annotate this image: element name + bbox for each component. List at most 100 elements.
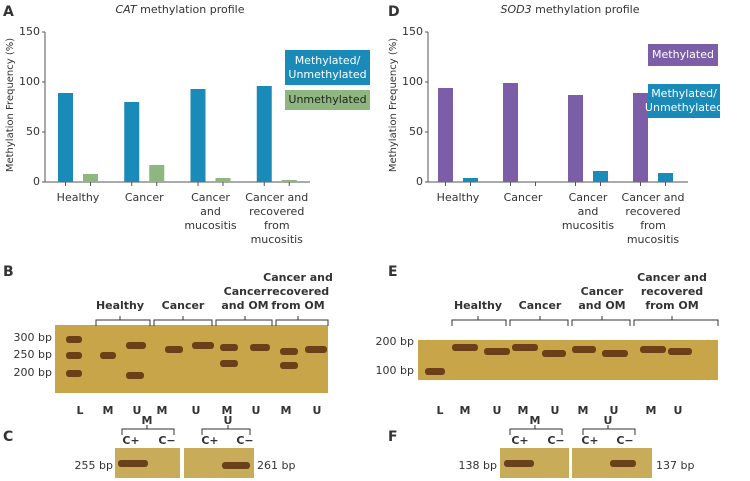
y-axis-label: Methylation Frequency (%): [5, 38, 16, 172]
y-tick-label: 100: [19, 75, 40, 88]
x-tick-label: recovered: [249, 205, 304, 218]
x-tick-label: and: [578, 205, 599, 218]
bracket: [153, 316, 213, 326]
x-tick-label: recovered: [625, 205, 680, 218]
gel-band: [220, 344, 238, 351]
x-tick-label: Healthy: [437, 191, 480, 204]
title-gene: SOD3: [501, 3, 532, 16]
gel-band: [66, 370, 82, 377]
lane-label: M: [518, 404, 529, 417]
group-label: M: [142, 414, 153, 427]
bracket: [633, 316, 719, 326]
lane-label: M: [103, 404, 114, 417]
gel-band: [126, 342, 146, 349]
size-label: 250 bp: [14, 348, 52, 361]
lane-label: C+: [201, 434, 218, 447]
x-tick-label: from: [640, 219, 666, 232]
lane-label: U: [192, 404, 201, 417]
gel-band: [118, 460, 148, 467]
lane-label: M: [281, 404, 292, 417]
x-tick-label: Cancer and: [622, 191, 685, 204]
bracket: [582, 425, 636, 435]
lane-label: U: [493, 404, 502, 417]
bar: [83, 174, 98, 182]
gel-band: [250, 344, 270, 351]
group-label: from OM: [271, 299, 324, 312]
panel-label: A: [3, 4, 14, 20]
title-text: methylation profile: [535, 3, 640, 16]
size-label: 100 bp: [376, 364, 414, 377]
lane-label: M: [222, 404, 233, 417]
bracket: [95, 316, 151, 326]
group-label: U: [604, 414, 613, 427]
gel-band: [222, 462, 250, 469]
bar: [503, 83, 518, 182]
bar: [568, 95, 583, 182]
panel-label: E: [388, 264, 398, 280]
bar: [215, 178, 231, 182]
gel-band: [512, 344, 538, 351]
gel-band: [484, 348, 510, 355]
lane-label: M: [460, 404, 471, 417]
lane-label: C−: [616, 434, 633, 447]
bracket: [275, 316, 329, 326]
lane-label: U: [133, 404, 142, 417]
chart-title: SOD3 methylation profile: [501, 3, 640, 16]
bar: [438, 88, 453, 182]
x-tick-label: mucositis: [627, 233, 680, 246]
lane-label: M: [578, 404, 589, 417]
size-label: 137 bp: [656, 459, 694, 472]
gel-band: [280, 362, 298, 369]
gel-band: [504, 460, 534, 467]
size-label: 200 bp: [14, 366, 52, 379]
size-label: 261 bp: [257, 459, 295, 472]
lane-label: U: [313, 404, 322, 417]
bar: [124, 102, 140, 182]
group-label: M: [530, 414, 541, 427]
chart-title: CAT methylation profile: [115, 3, 244, 16]
size-label: 138 bp: [459, 459, 497, 472]
lane-label: M: [646, 404, 657, 417]
y-tick-label: 50: [26, 125, 40, 138]
bar: [58, 93, 73, 182]
group-label: Healthy: [454, 299, 502, 312]
group-label: and OM: [221, 299, 268, 312]
x-tick-label: Cancer: [125, 191, 164, 204]
gel-band: [165, 346, 183, 353]
lane-label: C+: [122, 434, 139, 447]
lane-label: C+: [581, 434, 598, 447]
bracket: [121, 425, 175, 435]
group-label: U: [224, 414, 233, 427]
lane-label: C−: [236, 434, 253, 447]
y-tick-label: 50: [409, 125, 423, 138]
lane-label: U: [674, 404, 683, 417]
bracket: [509, 316, 569, 326]
x-tick-label: Cancer: [569, 191, 608, 204]
x-tick-label: Cancer and: [245, 191, 308, 204]
gel-band: [572, 346, 596, 353]
size-label: 200 bp: [376, 335, 414, 348]
gel-band: [100, 352, 116, 359]
group-label: Cancer: [224, 285, 267, 298]
bar: [463, 178, 478, 182]
group-label: Cancer: [581, 285, 624, 298]
gel-band: [192, 342, 214, 349]
title-text: methylation profile: [140, 3, 245, 16]
bar: [658, 173, 673, 182]
gel-band: [280, 348, 298, 355]
bar: [281, 180, 297, 182]
group-label: and OM: [578, 299, 625, 312]
legend-entry: Methylated: [648, 44, 718, 66]
group-label: Cancer: [519, 299, 562, 312]
bracket: [215, 316, 273, 326]
lane-label: C+: [511, 434, 528, 447]
bar: [190, 89, 206, 182]
panel-label: C: [3, 429, 13, 445]
lane-label: L: [436, 404, 443, 417]
group-label: Healthy: [96, 299, 144, 312]
x-tick-label: Healthy: [57, 191, 100, 204]
gel-band: [542, 350, 566, 357]
panel-label: B: [3, 264, 14, 280]
group-label: recovered: [267, 285, 329, 298]
